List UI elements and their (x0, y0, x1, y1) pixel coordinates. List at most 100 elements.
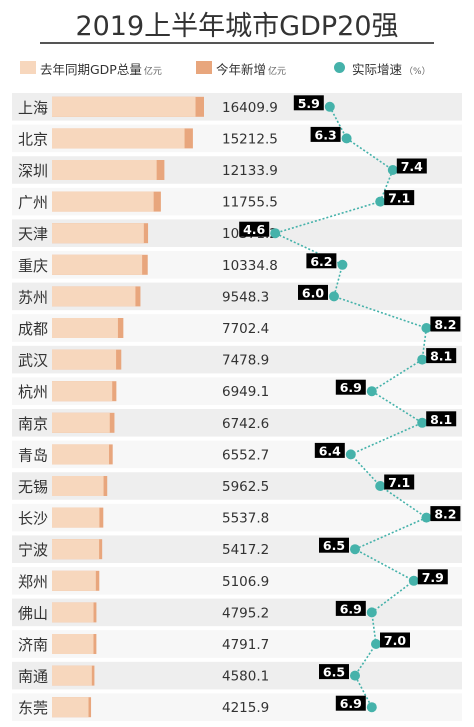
gdp-value-label: 11755.5 (222, 195, 278, 211)
gdp-value-label: 5962.5 (222, 479, 269, 495)
gdp-value-label: 4580.1 (222, 669, 269, 685)
growth-label-box (293, 95, 324, 111)
growth-label-box (430, 316, 461, 332)
growth-value-label: 4.6 (243, 222, 265, 237)
bar-prior (52, 349, 117, 370)
city-label: 佛山 (18, 604, 48, 622)
growth-value-label: 7.0 (384, 633, 406, 648)
gdp-value-label: 6552.7 (222, 447, 269, 463)
gdp-value-label: 5537.8 (222, 511, 269, 527)
bar-prior (52, 665, 92, 686)
city-label: 北京 (18, 130, 48, 148)
legend-dot-growth (334, 62, 345, 73)
bar-prior (52, 128, 185, 149)
gdp-value-label: 15212.5 (222, 131, 278, 147)
gdp-value-label: 9548.3 (222, 289, 269, 305)
growth-value-label: 6.4 (319, 443, 341, 458)
growth-label-box (426, 348, 457, 364)
growth-label-box (430, 506, 461, 522)
legend-swatch-added (196, 61, 212, 74)
growth-label-box (426, 411, 457, 427)
gdp-value-label: 16409.9 (222, 100, 278, 116)
growth-value-label: 7.4 (401, 159, 423, 174)
growth-point (337, 259, 348, 270)
city-label: 宁波 (18, 541, 48, 559)
bar-prior (52, 254, 143, 275)
growth-label-box (314, 442, 345, 458)
legend-label-added: 今年新增 亿元 (216, 62, 287, 77)
growth-label-box (384, 190, 415, 206)
city-label: 苏州 (18, 288, 48, 306)
growth-value-label: 6.5 (323, 538, 345, 553)
city-label: 武汉 (18, 352, 48, 370)
city-label: 天津 (18, 225, 48, 243)
growth-label-box (335, 379, 366, 395)
growth-label-box (306, 253, 337, 269)
city-label: 上海 (18, 99, 48, 117)
growth-value-label: 6.9 (340, 380, 362, 395)
legend-swatch-prior (20, 61, 36, 74)
growth-label-box (417, 569, 448, 585)
growth-point (387, 165, 398, 175)
city-label: 重庆 (18, 257, 48, 275)
growth-value-label: 8.1 (430, 349, 452, 364)
growth-label-box (310, 126, 341, 142)
bar-prior (52, 634, 94, 654)
city-label: 杭州 (18, 383, 48, 401)
bar-prior (52, 286, 136, 307)
gdp-value-label: 5417.2 (222, 542, 269, 558)
growth-point (366, 607, 377, 618)
growth-label-box (380, 632, 410, 648)
growth-label-box (298, 284, 328, 300)
growth-label-box (396, 158, 427, 174)
gdp-value-label: 4795.2 (222, 605, 269, 621)
city-label: 深圳 (18, 162, 48, 180)
growth-value-label: 8.1 (430, 412, 452, 427)
city-label: 成都 (18, 320, 48, 338)
bar-prior (52, 697, 89, 718)
growth-point (421, 512, 432, 523)
title-underline (40, 42, 434, 44)
bar-prior (52, 570, 96, 591)
gdp-value-label: 4791.7 (222, 637, 269, 653)
growth-point (345, 449, 356, 460)
growth-label-box (335, 695, 366, 711)
bar-prior (52, 381, 113, 402)
city-label: 长沙 (18, 510, 48, 528)
gdp-value-label: 5106.9 (222, 574, 269, 590)
growth-point (270, 228, 281, 239)
city-label: 郑州 (18, 573, 48, 591)
growth-point (421, 323, 432, 333)
legend-label-prior: 去年同期GDP总量 亿元 (40, 62, 162, 77)
growth-point (366, 702, 377, 713)
city-label: 东莞 (18, 699, 48, 717)
bar-prior (52, 412, 110, 433)
growth-value-label: 7.9 (422, 570, 444, 585)
legend-label-growth: 实际增速 （%） (352, 62, 431, 77)
bar-prior (52, 223, 144, 244)
city-label: 广州 (18, 194, 48, 212)
growth-point (371, 639, 381, 649)
bar-prior (52, 160, 157, 180)
growth-value-label: 7.1 (388, 475, 410, 490)
bar-prior (52, 539, 100, 560)
growth-point (350, 670, 360, 681)
growth-value-label: 6.5 (323, 665, 345, 680)
growth-point (375, 481, 386, 491)
growth-point (375, 196, 386, 207)
city-label: 无锡 (18, 478, 48, 496)
bar-prior (52, 318, 118, 338)
legend: 去年同期GDP总量 亿元 今年新增 亿元 实际增速 （%） (0, 56, 474, 78)
bar-prior (52, 507, 100, 528)
growth-label-box (239, 221, 270, 237)
gdp-value-label: 12133.9 (222, 163, 278, 179)
growth-point (341, 133, 352, 144)
growth-label-box (384, 474, 415, 490)
gdp-value-label: 4215.9 (222, 700, 269, 716)
growth-label-box (335, 600, 366, 616)
growth-value-label: 6.3 (315, 127, 337, 142)
growth-point (329, 291, 339, 302)
gdp-value-label: 10334.8 (222, 258, 278, 274)
growth-point (350, 544, 360, 555)
